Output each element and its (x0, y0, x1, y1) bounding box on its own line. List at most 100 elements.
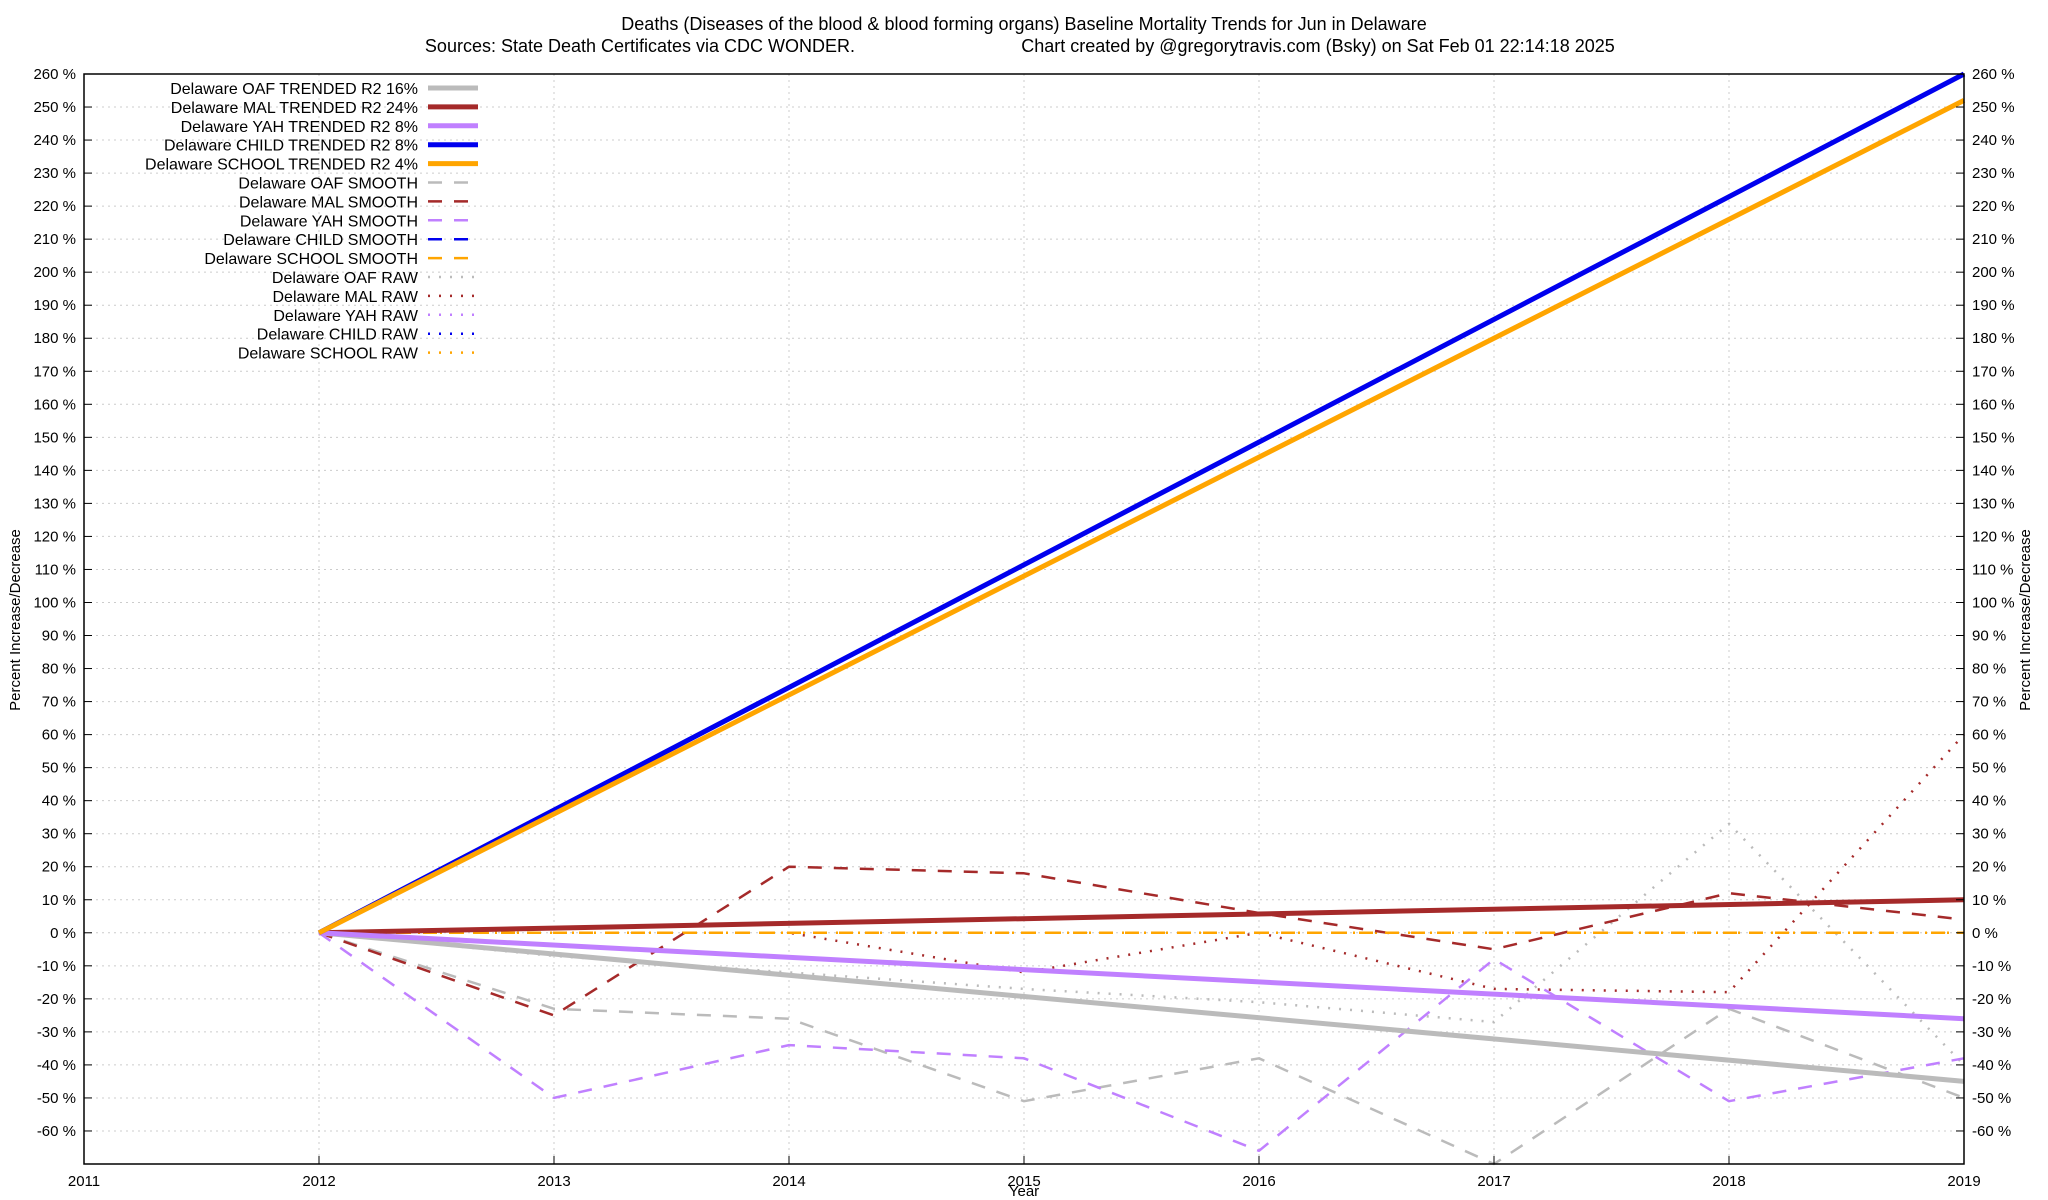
y-tick-label: 220 % (33, 198, 76, 215)
y-tick-label: 30 % (42, 826, 76, 843)
y-tick-label: 170 % (33, 363, 76, 380)
y-tick-label: 120 % (33, 528, 76, 545)
x-tick-label: 2016 (1242, 1173, 1275, 1190)
legend-label-delaware-oaf-raw: Delaware OAF RAW (272, 270, 419, 287)
y2-tick-label: 160 % (1972, 396, 2015, 413)
x-tick-label: 2017 (1477, 1173, 1510, 1190)
legend-label-delaware-mal-smooth: Delaware MAL SMOOTH (239, 194, 418, 211)
y2-tick-label: 240 % (1972, 132, 2015, 149)
y-tick-label: 140 % (33, 462, 76, 479)
y2-tick-label: 50 % (1972, 760, 2006, 777)
y-tick-label: -50 % (37, 1090, 76, 1107)
y-tick-label: 20 % (42, 859, 76, 876)
legend: Delaware OAF TRENDED R2 16% Delaware MAL … (145, 81, 478, 363)
x-tick-label: 2019 (1947, 1173, 1980, 1190)
y2-tick-label: 140 % (1972, 462, 2015, 479)
series-line-delaware-yah-trended-r2-8 (318, 930, 1965, 1022)
y2-tick-label: -10 % (1972, 958, 2011, 975)
y-tick-label: 70 % (42, 694, 76, 711)
y2-tick-label: 110 % (1972, 561, 2013, 578)
y2-tick-label: 120 % (1972, 528, 2015, 545)
y2-tick-label: 180 % (1972, 330, 2015, 347)
legend-label-delaware-child-trended-r2-8: Delaware CHILD TRENDED R2 8% (164, 138, 418, 155)
y2-tick-label: -60 % (1972, 1123, 2011, 1140)
series-line-delaware-oaf-trended-r2-16 (318, 930, 1965, 1084)
y2-tick-label: -30 % (1972, 1024, 2011, 1041)
legend-label-delaware-yah-smooth: Delaware YAH SMOOTH (240, 213, 418, 230)
legend-label-delaware-child-smooth: Delaware CHILD SMOOTH (223, 232, 418, 249)
y2-tick-label: 230 % (1972, 165, 2015, 182)
chart-title: Deaths (Diseases of the blood & blood fo… (621, 14, 1426, 34)
y-tick-label: 230 % (33, 165, 76, 182)
ticks: 260 % 260 % 250 % 250 % 240 % 240 % 230 % 230 %… (33, 66, 2014, 1190)
y2-tick-label: 90 % (1972, 628, 2006, 645)
y2-tick-label: -50 % (1972, 1090, 2011, 1107)
x-tick-label: 2011 (68, 1173, 100, 1190)
x-tick-label: 2012 (302, 1173, 335, 1190)
y2-tick-label: 80 % (1972, 661, 2006, 678)
y-tick-label: 250 % (33, 99, 76, 116)
y2-tick-label: 150 % (1972, 429, 2015, 446)
x-tick-label: 2018 (1712, 1173, 1745, 1190)
y-tick-label: -40 % (37, 1057, 76, 1074)
legend-label-delaware-yah-raw: Delaware YAH RAW (273, 308, 419, 325)
y2-tick-label: 100 % (1972, 594, 2015, 611)
y-tick-label: 100 % (33, 594, 76, 611)
chart-source-text: Sources: State Death Certificates via CD… (425, 36, 855, 56)
y-tick-label: -10 % (37, 958, 76, 975)
x-tick-label: 2013 (537, 1173, 570, 1190)
y2-tick-label: 220 % (1972, 198, 2015, 215)
y2-tick-label: 170 % (1972, 363, 2015, 380)
y-tick-label: 90 % (42, 628, 76, 645)
x-tick-label: 2015 (1007, 1173, 1040, 1190)
legend-label-delaware-oaf-trended-r2-16: Delaware OAF TRENDED R2 16% (170, 81, 418, 98)
y-tick-label: 260 % (33, 66, 76, 83)
legend-label-delaware-school-trended-r2-4: Delaware SCHOOL TRENDED R2 4% (145, 157, 418, 174)
y-tick-label: 190 % (33, 297, 76, 314)
legend-label-delaware-mal-trended-r2-24: Delaware MAL TRENDED R2 24% (171, 100, 418, 117)
x-tick-label: 2014 (772, 1173, 805, 1190)
y-tick-label: -30 % (37, 1024, 76, 1041)
y2-tick-label: 70 % (1972, 694, 2006, 711)
series-group (317, 71, 1966, 1166)
y-tick-label: 40 % (42, 793, 76, 810)
y2-tick-label: 20 % (1972, 859, 2006, 876)
y2-tick-label: 130 % (1972, 495, 2015, 512)
y2-tick-label: 250 % (1972, 99, 2015, 116)
y2-axis-label: Percent Increase/Decrease (2017, 529, 2034, 711)
series-line-delaware-child-trended-r2-8 (317, 71, 1966, 936)
legend-label-delaware-mal-raw: Delaware MAL RAW (272, 289, 418, 306)
y2-tick-label: 60 % (1972, 727, 2006, 744)
y-tick-label: 240 % (33, 132, 76, 149)
legend-label-delaware-child-raw: Delaware CHILD RAW (257, 327, 419, 344)
series-line-delaware-oaf-smooth (318, 931, 1965, 1166)
y-tick-label: 10 % (42, 892, 76, 909)
y2-tick-label: 210 % (1972, 231, 2015, 248)
y-tick-label: 50 % (42, 760, 76, 777)
y2-tick-label: -40 % (1972, 1057, 2011, 1074)
legend-label-delaware-school-smooth: Delaware SCHOOL SMOOTH (204, 251, 418, 268)
y-tick-label: 110 % (35, 561, 76, 578)
y2-tick-label: 10 % (1972, 892, 2006, 909)
y2-tick-label: -20 % (1972, 991, 2011, 1008)
y-tick-label: 150 % (33, 429, 76, 446)
y-tick-label: -60 % (37, 1123, 76, 1140)
legend-label-delaware-oaf-smooth: Delaware OAF SMOOTH (238, 176, 418, 193)
y-tick-label: 60 % (42, 727, 76, 744)
series-line-delaware-yah-smooth (318, 931, 1965, 1153)
y2-tick-label: 260 % (1972, 66, 2015, 83)
y-tick-label: 80 % (42, 661, 76, 678)
series-line-delaware-school-trended-r2-4 (317, 98, 1966, 936)
chart-credit-text: Chart created by @gregorytravis.com (Bsk… (1021, 36, 1615, 56)
y2-tick-label: 30 % (1972, 826, 2006, 843)
y2-tick-label: 40 % (1972, 793, 2006, 810)
y-tick-label: 160 % (33, 396, 76, 413)
x-axis-label: Year (1009, 1183, 1039, 1200)
y-tick-label: 210 % (33, 231, 76, 248)
y-tick-label: 0 % (50, 925, 76, 942)
y-tick-label: 130 % (33, 495, 76, 512)
series-line-delaware-mal-smooth (318, 865, 1965, 1017)
y-tick-label: -20 % (37, 991, 76, 1008)
legend-label-delaware-yah-trended-r2-8: Delaware YAH TRENDED R2 8% (181, 119, 418, 136)
y2-tick-label: 200 % (1972, 264, 2015, 281)
